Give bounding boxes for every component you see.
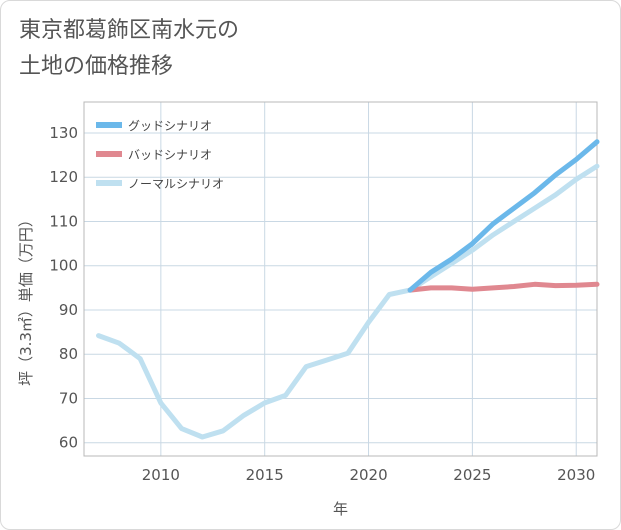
y-tick-label: 80 [59, 345, 78, 363]
chart-title-line-1: 東京都葛飾区南水元の [19, 18, 240, 43]
y-tick-label: 70 [59, 389, 78, 407]
legend-label: グッドシナリオ [128, 119, 212, 133]
legend-label: バッドシナリオ [128, 148, 212, 162]
series-line-2 [96, 163, 600, 440]
x-axis-title: 年 [333, 500, 348, 518]
y-tick-label: 100 [49, 257, 78, 275]
x-tick-label: 2020 [349, 466, 387, 484]
y-tick-label: 130 [49, 124, 78, 142]
plot-area [84, 102, 597, 456]
chart-title-line-2: 土地の価格推移 [19, 54, 174, 79]
plot-frame [83, 101, 598, 457]
x-tick-label: 2010 [142, 466, 180, 484]
x-tick-labels: 2010 2015 2020 2025 2030 [142, 466, 596, 484]
y-tick-label: 110 [49, 212, 78, 230]
y-tick-label: 60 [59, 434, 78, 452]
x-tick-label: 2015 [246, 466, 284, 484]
y-tick-label: 90 [59, 301, 78, 319]
chart-title: 東京都葛飾区南水元の 土地の価格推移 [19, 13, 239, 85]
plot-border [83, 101, 598, 457]
series-line-0 [407, 139, 600, 293]
legend-label: ノーマルシナリオ [128, 177, 224, 191]
y-axis-title: 坪（3.3㎡）単価（万円） [17, 212, 35, 386]
y-tick-label: 120 [49, 168, 78, 186]
y-tick-labels: 60 70 80 90 100 110 120 130 [49, 124, 78, 452]
series-layer [96, 139, 600, 440]
x-tick-label: 2030 [557, 466, 595, 484]
series-line-1 [407, 281, 600, 293]
x-tick-label: 2025 [453, 466, 491, 484]
